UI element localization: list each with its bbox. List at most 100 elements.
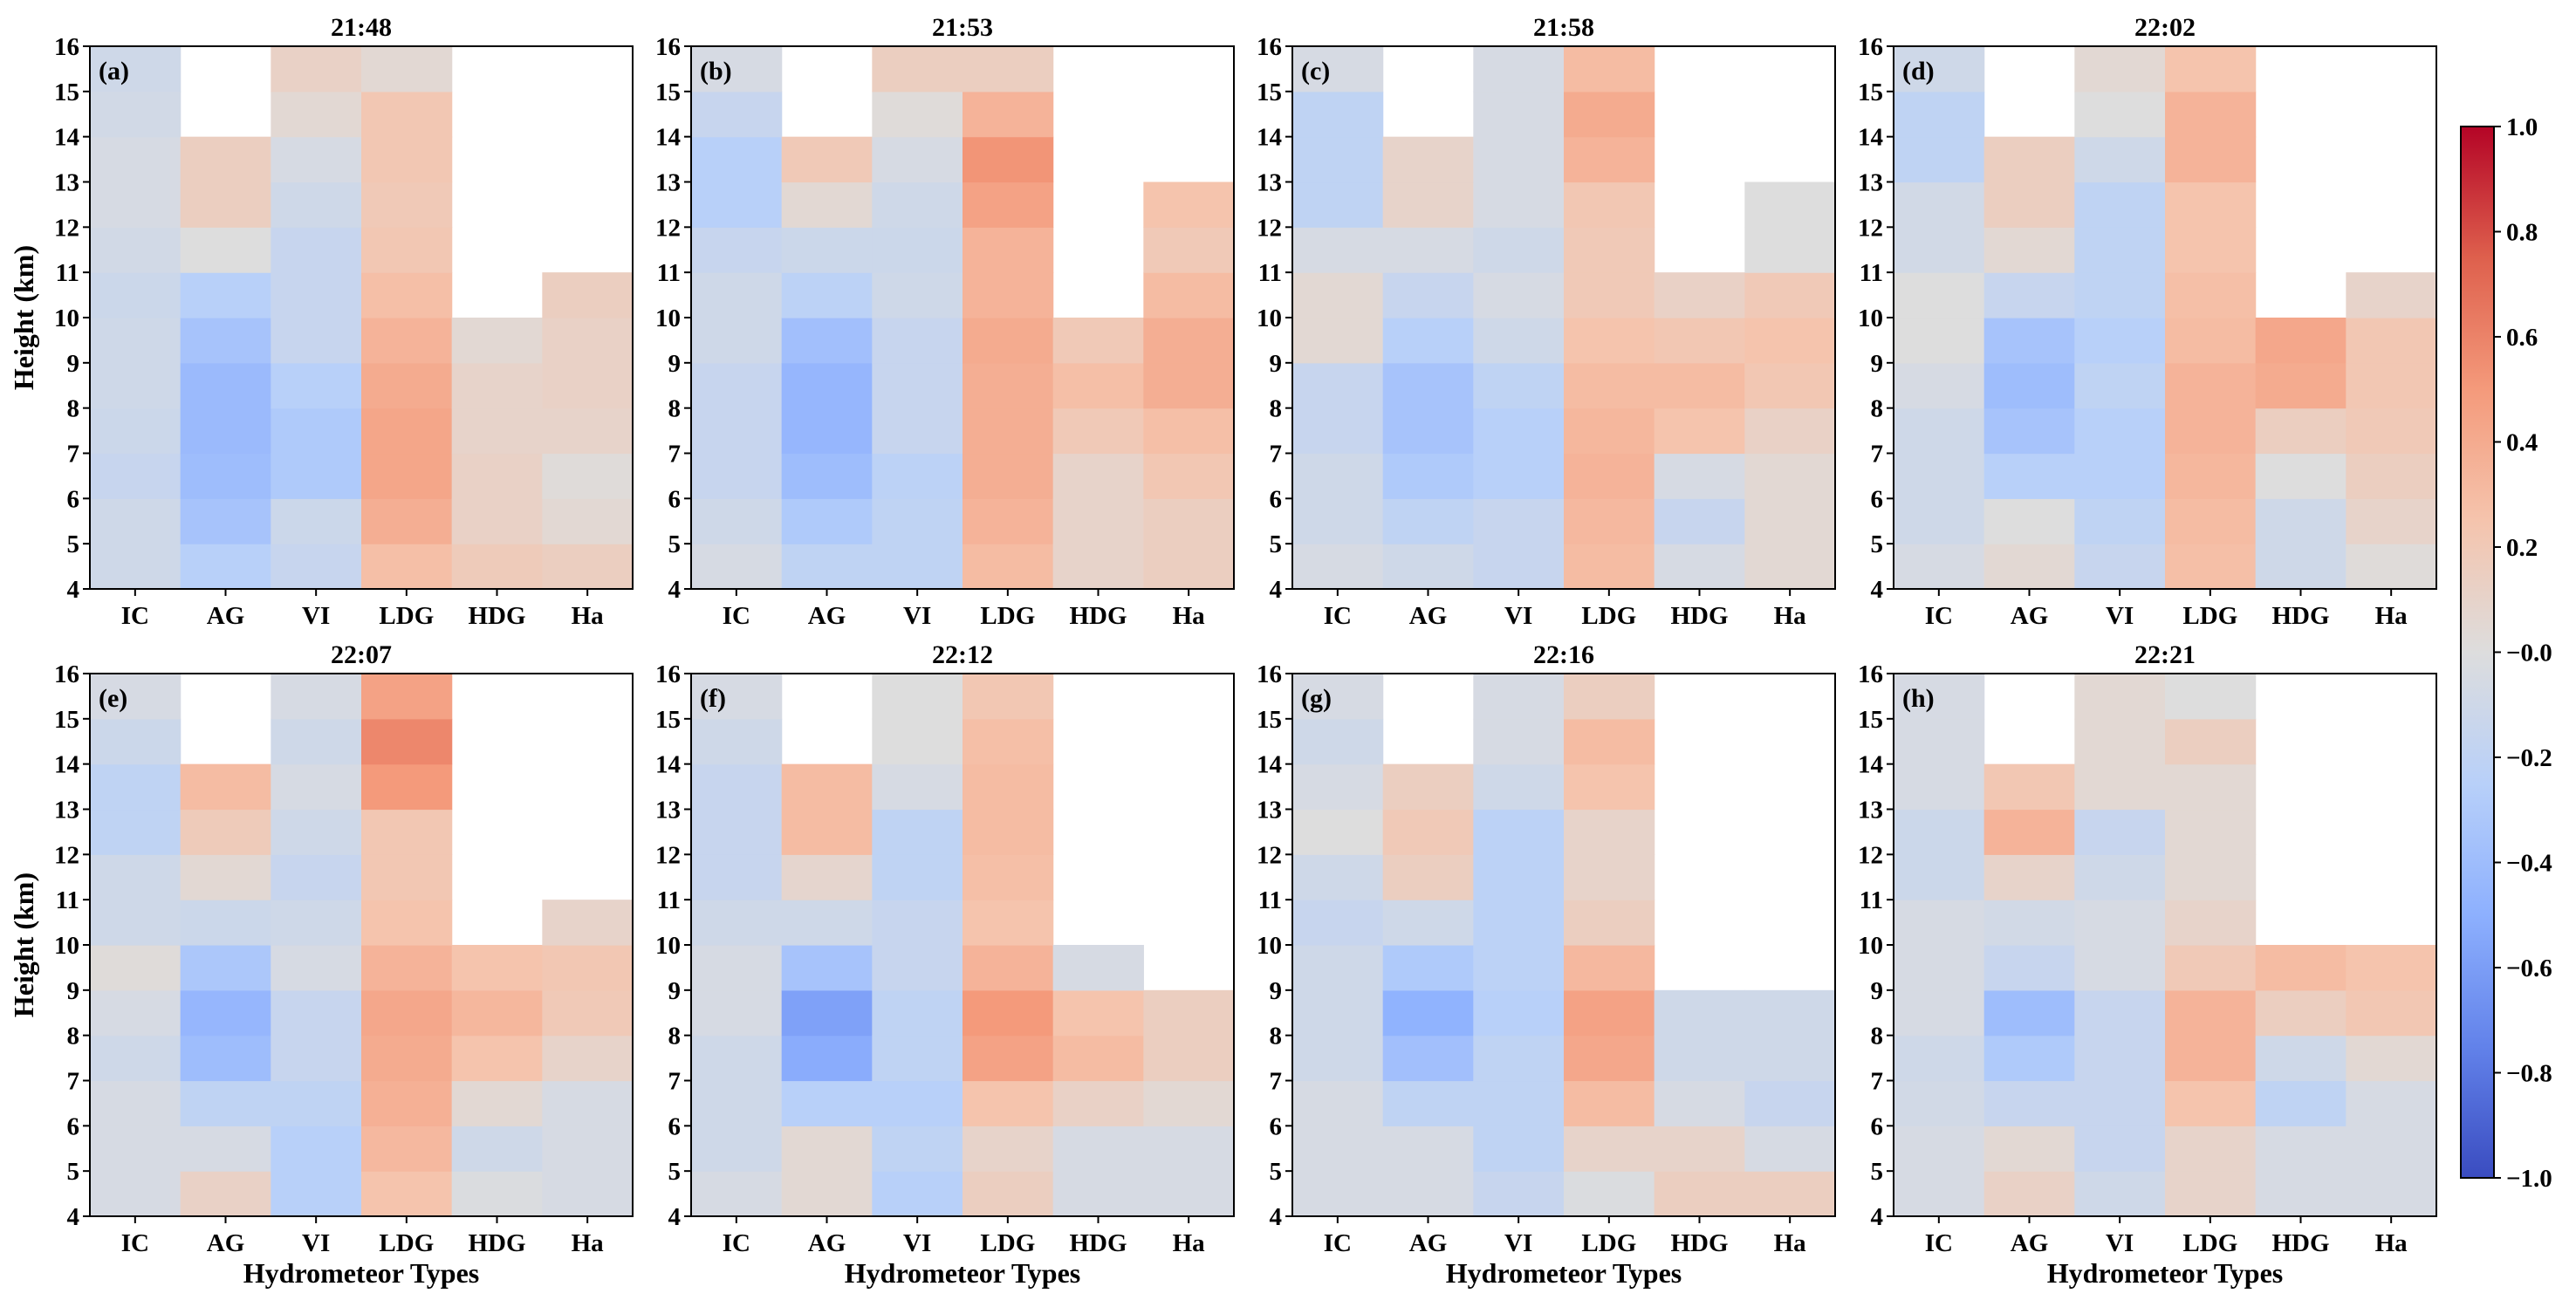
panel-title: 22:02 <box>2134 13 2196 42</box>
heatmap-cell <box>271 407 362 455</box>
y-tick-label: 10 <box>54 305 79 332</box>
heatmap-cell <box>1292 674 1384 720</box>
heatmap-cell <box>1983 407 2075 455</box>
heatmap-cell <box>271 227 362 273</box>
heatmap-cell <box>180 854 271 900</box>
heatmap-cell <box>1143 362 1235 409</box>
heatmap-cell <box>271 544 362 590</box>
heatmap-cell <box>361 989 453 1037</box>
y-tick-label: 16 <box>1858 33 1883 61</box>
heatmap-cell <box>361 318 453 364</box>
heatmap-cell <box>1983 945 2075 991</box>
x-tick-label: LDG <box>2182 1229 2237 1257</box>
heatmap-cell <box>90 362 182 409</box>
y-tick-label: 12 <box>655 214 681 242</box>
y-tick-label: 8 <box>1270 1023 1283 1050</box>
heatmap-cell <box>1382 407 1474 455</box>
x-tick-label: AG <box>808 1229 846 1257</box>
heatmap-cell <box>1744 453 1836 499</box>
heatmap-cell <box>1382 1126 1474 1172</box>
y-tick-label: 6 <box>668 485 682 513</box>
heatmap-cell <box>781 809 873 855</box>
heatmap-cell <box>451 945 543 991</box>
heatmap-cell <box>963 362 1054 409</box>
heatmap-cell <box>361 453 453 499</box>
heatmap-cell <box>271 1080 362 1126</box>
x-tick-label: VI <box>2106 1229 2134 1257</box>
y-tick-label: 11 <box>657 886 681 914</box>
heatmap-cell <box>963 136 1054 183</box>
heatmap-cell <box>2346 1171 2437 1217</box>
y-tick-label: 5 <box>1871 1158 1884 1186</box>
heatmap-cell <box>451 453 543 499</box>
heatmap-cell <box>2165 181 2257 228</box>
heatmap-cell <box>1744 1035 1836 1082</box>
y-tick-label: 9 <box>1871 977 1884 1005</box>
heatmap-cell <box>872 91 963 138</box>
panel-letter: (d) <box>1902 57 1935 86</box>
heatmap-cell <box>90 136 182 183</box>
heatmap-cell <box>90 544 182 590</box>
heatmap-cell <box>361 362 453 409</box>
heatmap-cell <box>963 498 1054 544</box>
x-axis-label: Hydrometeor Types <box>845 1257 1081 1289</box>
heatmap-cell <box>1744 1126 1836 1172</box>
panel-title: 22:12 <box>932 640 993 669</box>
heatmap-cell <box>1744 989 1836 1037</box>
x-tick-label: AG <box>808 602 846 630</box>
heatmap-cell <box>271 136 362 183</box>
heatmap-cell <box>1473 544 1565 590</box>
colorbar-tick-label: 0.6 <box>2506 324 2538 352</box>
heatmap-cell <box>361 498 453 544</box>
y-tick-label: 11 <box>1860 886 1883 914</box>
x-tick-label: VI <box>903 602 931 630</box>
heatmap-cell <box>361 674 453 720</box>
heatmap-cell <box>1983 498 2075 544</box>
colorbar-tick-label: −1.0 <box>2506 1165 2552 1193</box>
x-tick-label: LDG <box>980 602 1035 630</box>
y-tick-label: 16 <box>1257 33 1282 61</box>
heatmap-cell <box>2165 46 2257 92</box>
heatmap-cell <box>1983 763 2075 811</box>
y-tick-label: 13 <box>1858 797 1883 825</box>
heatmap-cell <box>1473 763 1565 811</box>
heatmap-cell <box>180 1035 271 1082</box>
heatmap-cell <box>872 181 963 228</box>
heatmap-cell <box>2074 900 2166 946</box>
heatmap-cell <box>872 763 963 811</box>
heatmap-cell <box>691 136 783 183</box>
heatmap-cell <box>1473 1126 1565 1172</box>
heatmap-cell <box>1473 945 1565 991</box>
heatmap-cell <box>1744 1171 1836 1217</box>
heatmap-cell <box>1894 91 1985 138</box>
heatmap-cell <box>180 989 271 1037</box>
heatmap-cell <box>872 1035 963 1082</box>
y-tick-label: 15 <box>54 706 79 734</box>
heatmap-cell <box>2074 362 2166 409</box>
heatmap-cell <box>781 1035 873 1082</box>
x-tick-label: HDG <box>2271 602 2329 630</box>
heatmap-cell <box>2074 674 2166 720</box>
y-tick-label: 12 <box>1257 841 1282 869</box>
heatmap-cell <box>2346 272 2437 318</box>
heatmap-cell <box>2346 453 2437 499</box>
y-tick-label: 12 <box>1858 214 1883 242</box>
y-tick-label: 14 <box>655 124 681 152</box>
colorbar-tick-label: 1.0 <box>2506 113 2538 141</box>
heatmap-cell <box>1894 498 1985 544</box>
heatmap-cell <box>872 407 963 455</box>
heatmap-cell <box>1564 181 1655 228</box>
y-tick-label: 5 <box>668 530 682 558</box>
x-tick-label: AG <box>207 602 245 630</box>
x-tick-label: VI <box>1504 602 1532 630</box>
panel-g: 4 5 6 7 8 9 10 11 12 13 14 15 16 IC AG VI LDG HDG Ha 22:16 (… <box>1257 640 1836 1289</box>
y-tick-label: 8 <box>67 395 80 423</box>
heatmap-cell <box>542 989 634 1037</box>
heatmap-cell <box>361 46 453 92</box>
y-tick-label: 6 <box>1270 485 1283 513</box>
heatmap-cell <box>691 181 783 228</box>
heatmap-cell <box>872 809 963 855</box>
heatmap-cell <box>781 181 873 228</box>
heatmap-cell <box>2255 453 2346 499</box>
panel-letter: (a) <box>99 57 129 86</box>
